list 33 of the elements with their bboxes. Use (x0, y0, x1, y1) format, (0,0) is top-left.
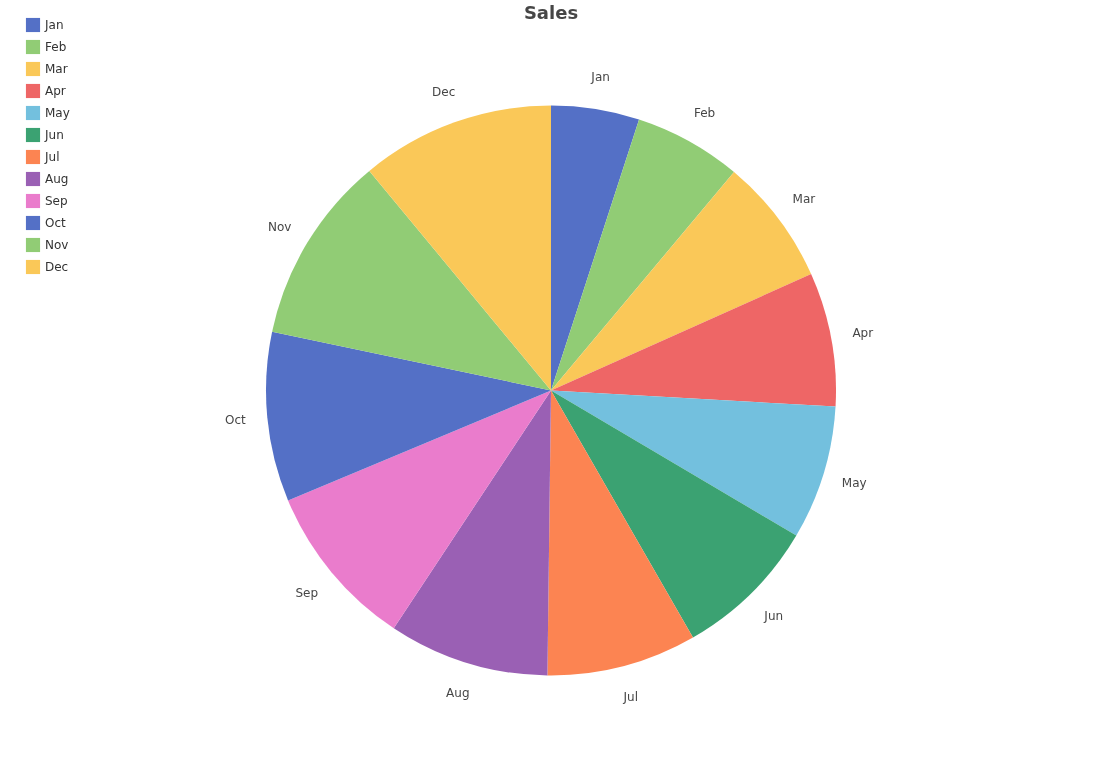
legend-label: Aug (45, 172, 69, 186)
legend-label: Nov (45, 238, 69, 252)
pie-slice (551, 105, 640, 391)
pie-slice (551, 390, 836, 536)
slice-label: Jul (622, 690, 639, 705)
legend-label: Apr (45, 84, 66, 98)
chart-title: Sales (523, 2, 579, 23)
slice-label: Apr (852, 326, 874, 341)
legend-label: Jan (44, 18, 64, 32)
slice-label: Feb (693, 106, 716, 121)
legend-label: Dec (45, 260, 69, 274)
legend-label: Mar (45, 62, 68, 76)
legend-label: Jun (44, 128, 64, 142)
pie-slice (547, 390, 693, 676)
slice-label: Aug (446, 686, 470, 701)
legend-label: Jul (44, 150, 60, 164)
legend-label: Feb (45, 40, 67, 54)
pie-slice (551, 390, 797, 638)
legend-label: May (45, 106, 70, 120)
pie-slice (266, 331, 551, 501)
slice-label: Jun (763, 609, 784, 624)
pie-slice (288, 390, 551, 629)
legend-label: Sep (45, 194, 68, 208)
slice-label: May (841, 475, 867, 490)
slice-label: Mar (792, 192, 816, 207)
legend-label: Oct (45, 216, 67, 230)
pie-slice (551, 274, 836, 407)
pie-slice (393, 390, 551, 676)
slice-label: Jan (590, 70, 610, 85)
slice-label: Oct (225, 413, 247, 428)
slice-label: Sep (295, 585, 319, 600)
slice-label: Dec (432, 85, 456, 100)
slice-label: Nov (267, 219, 292, 234)
